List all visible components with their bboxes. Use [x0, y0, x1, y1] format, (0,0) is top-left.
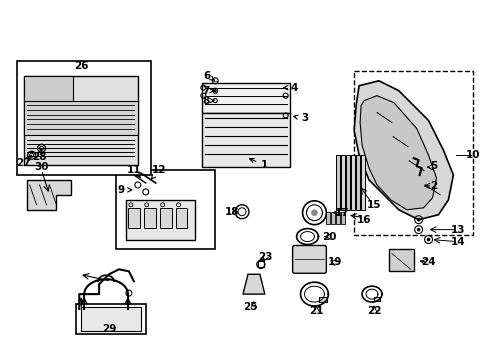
Polygon shape [359, 96, 436, 210]
Bar [116, 170, 215, 249]
Polygon shape [398, 182, 418, 190]
FancyBboxPatch shape [202, 83, 289, 113]
Text: 9: 9 [117, 185, 132, 195]
Circle shape [214, 90, 216, 92]
Bar [325, 212, 330, 224]
Text: 11: 11 [126, 165, 141, 178]
FancyBboxPatch shape [24, 76, 73, 100]
Circle shape [426, 238, 429, 241]
Text: 8: 8 [202, 96, 214, 105]
Text: 22: 22 [366, 306, 381, 316]
Bar [175, 208, 187, 228]
Bar [373, 297, 379, 301]
FancyBboxPatch shape [388, 249, 413, 271]
Bar [319, 297, 326, 302]
Bar [24, 100, 138, 135]
Bar [160, 208, 171, 228]
Text: 17: 17 [334, 208, 349, 218]
Bar [17, 61, 150, 175]
Text: 15: 15 [366, 200, 381, 210]
Bar [336, 212, 340, 224]
Text: 6: 6 [203, 71, 214, 81]
Text: 27: 27 [17, 156, 31, 168]
Text: 16: 16 [356, 215, 370, 225]
Bar [360, 155, 365, 210]
Bar [76, 304, 145, 334]
Text: 21: 21 [308, 306, 323, 316]
Text: 24: 24 [420, 257, 435, 267]
FancyBboxPatch shape [202, 113, 289, 167]
Bar [355, 155, 359, 210]
Text: 20: 20 [322, 231, 336, 242]
Text: 29: 29 [102, 324, 116, 334]
Text: 18: 18 [224, 207, 239, 217]
FancyBboxPatch shape [24, 76, 138, 165]
Text: 7: 7 [202, 86, 214, 96]
Bar [336, 155, 340, 210]
Text: 5: 5 [429, 161, 436, 171]
Bar [353, 71, 472, 235]
Bar [257, 261, 264, 267]
Text: 4: 4 [283, 83, 298, 93]
FancyBboxPatch shape [292, 246, 325, 273]
Text: 25: 25 [242, 302, 257, 312]
Bar [331, 212, 335, 224]
Text: 26: 26 [74, 61, 88, 71]
Text: 2: 2 [429, 181, 436, 191]
Circle shape [311, 210, 317, 216]
Text: 1: 1 [249, 158, 268, 170]
Text: 12: 12 [151, 165, 165, 179]
Text: 14: 14 [450, 237, 465, 247]
Bar [341, 212, 345, 224]
Polygon shape [353, 81, 452, 220]
Text: 10: 10 [465, 150, 480, 160]
Text: 30: 30 [34, 162, 49, 172]
Text: 28: 28 [32, 149, 47, 162]
Circle shape [416, 218, 419, 221]
Polygon shape [243, 274, 264, 294]
Circle shape [416, 228, 419, 231]
Bar [143, 208, 155, 228]
Bar [346, 155, 349, 210]
Bar [128, 208, 140, 228]
Text: 3: 3 [293, 113, 307, 123]
Text: 23: 23 [258, 252, 272, 262]
Bar [341, 155, 345, 210]
Text: 19: 19 [327, 257, 342, 267]
Text: 13: 13 [450, 225, 465, 235]
Polygon shape [27, 180, 71, 210]
Bar [350, 155, 354, 210]
Bar [81, 307, 141, 331]
FancyBboxPatch shape [126, 200, 195, 239]
